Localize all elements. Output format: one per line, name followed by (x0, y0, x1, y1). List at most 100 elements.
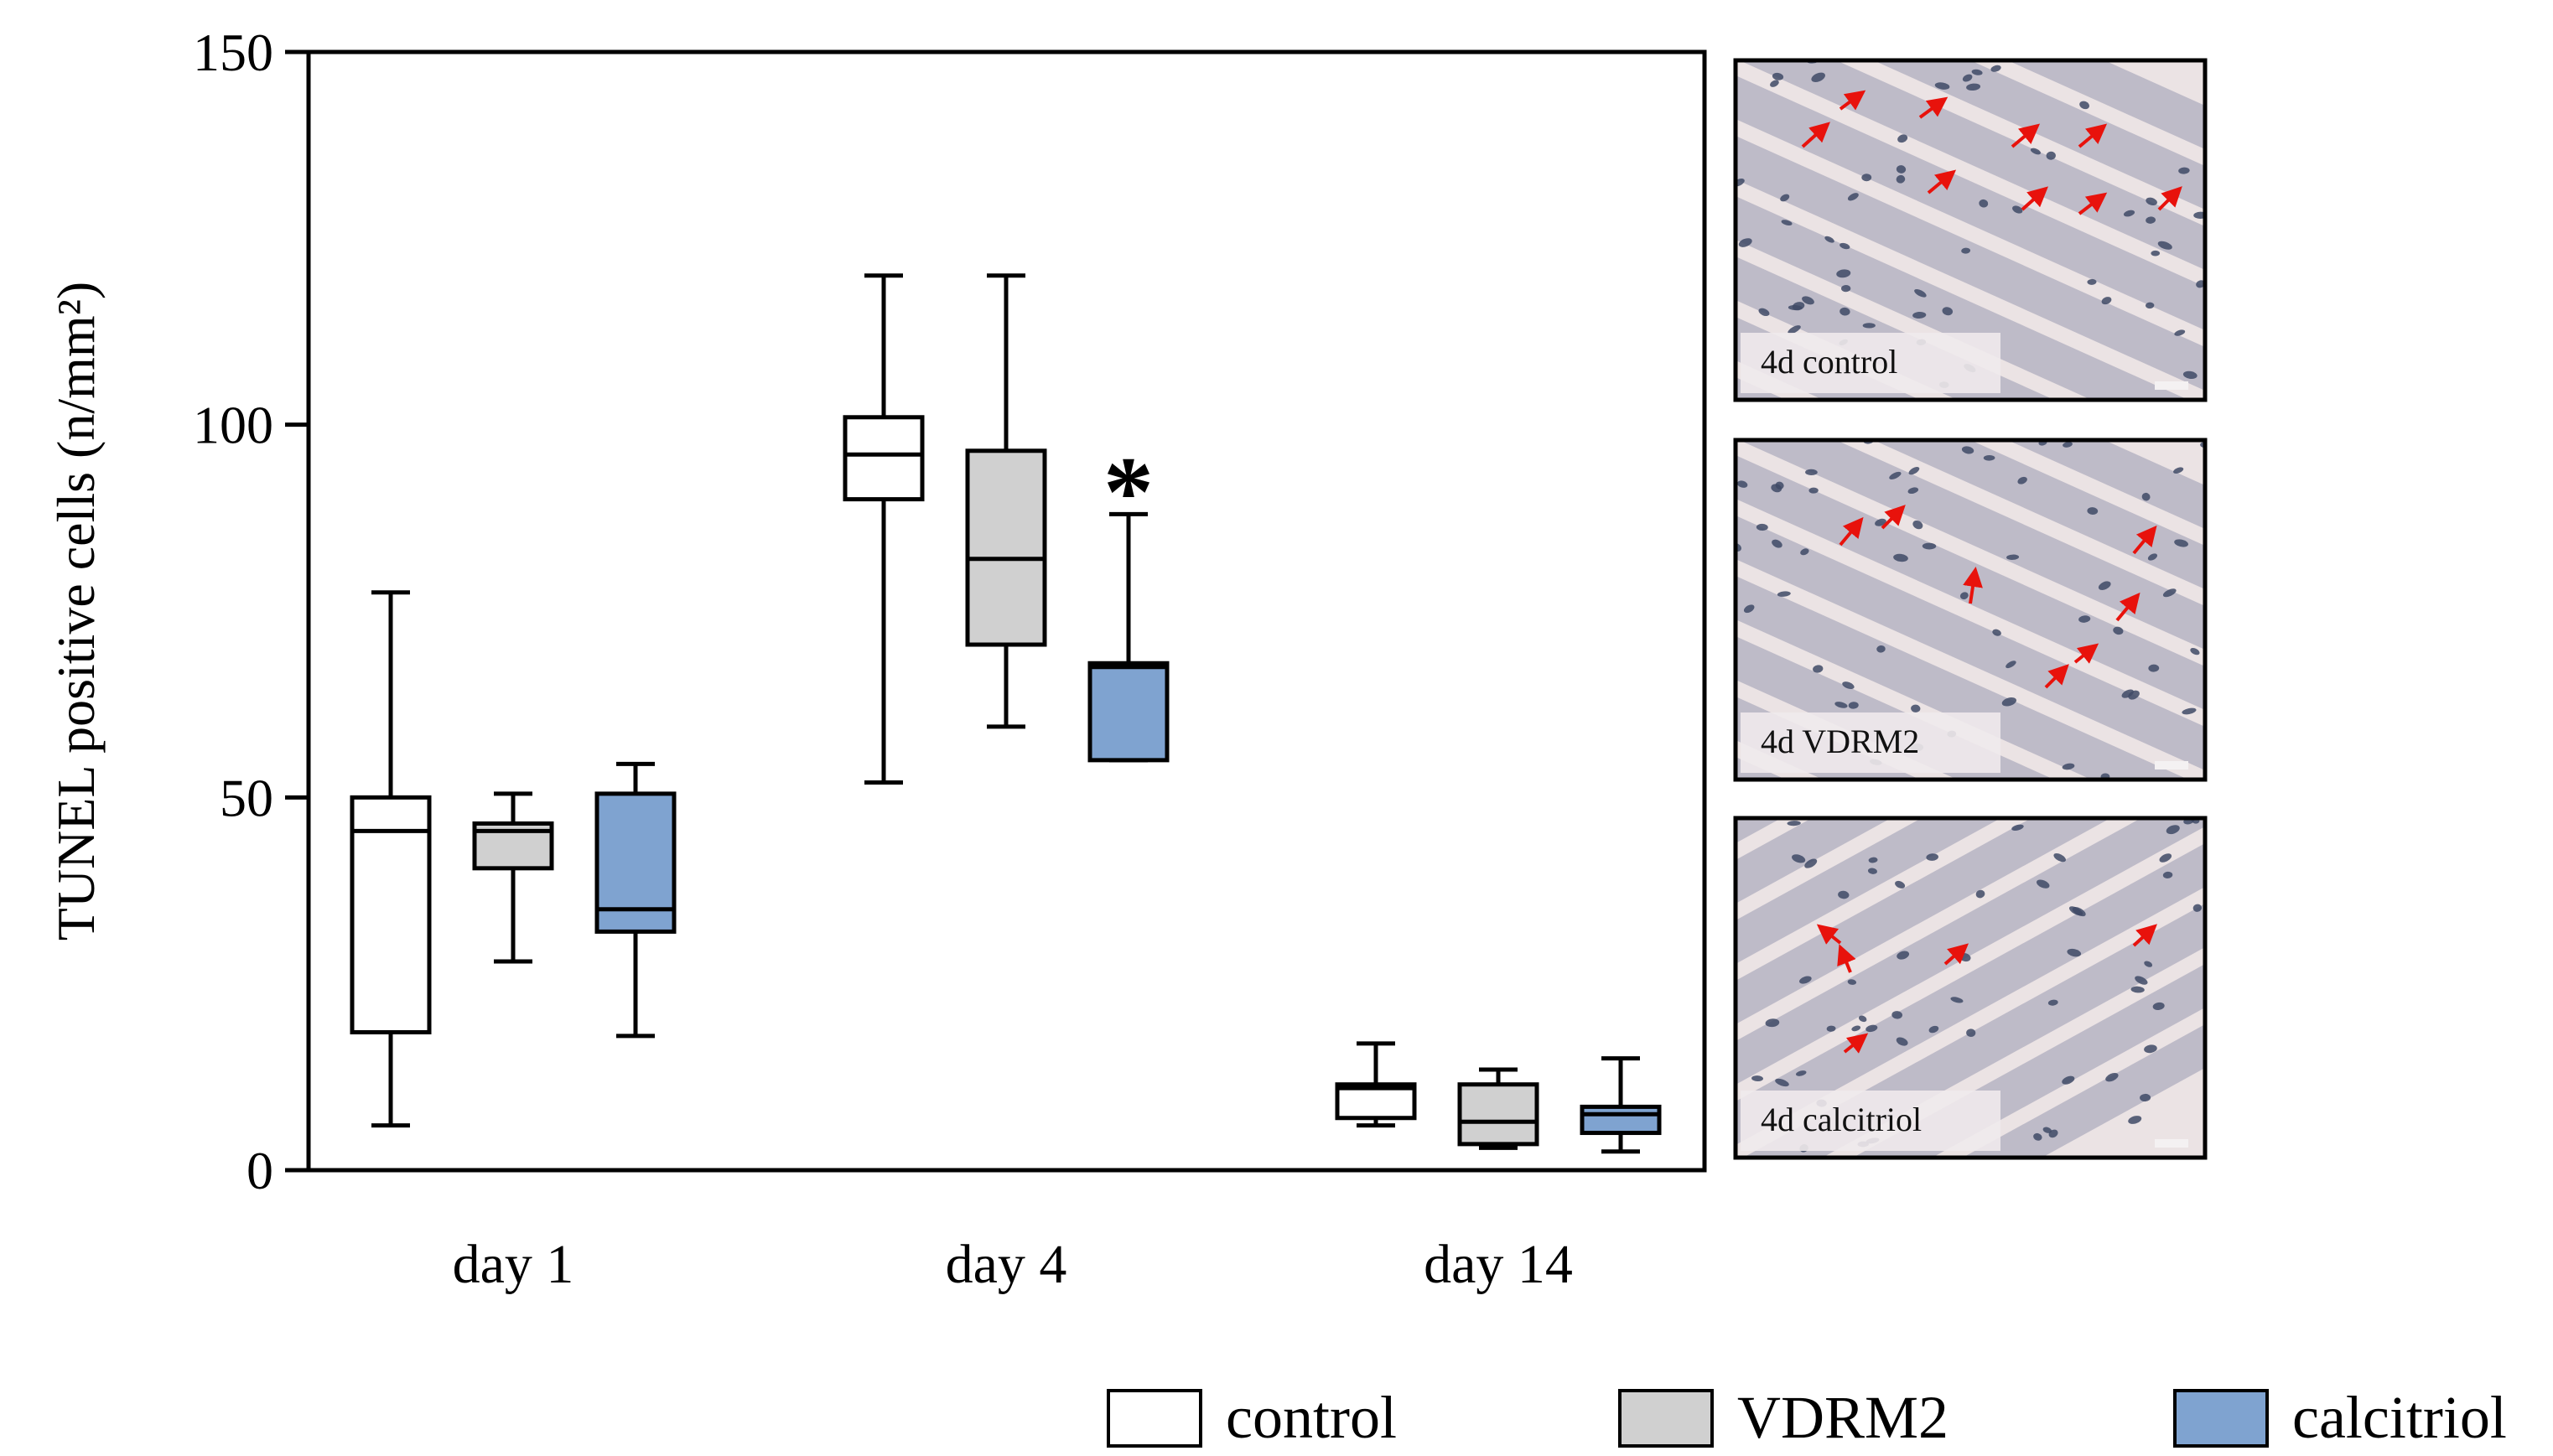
apoptosis-arrow (2021, 186, 2048, 211)
cell-nucleus (2140, 1093, 2151, 1102)
cell-nucleus (2062, 763, 2075, 770)
cell-nucleus (2144, 1044, 2157, 1054)
cell-nucleus (1840, 307, 1850, 316)
cell-nucleus (1868, 857, 1878, 863)
cell-nucleus (2182, 707, 2197, 715)
cell-nucleus (1961, 446, 1974, 454)
cell-nucleus (2098, 581, 2111, 590)
cell-nucleus (2001, 697, 2016, 707)
cell-nucleus (1889, 471, 1902, 479)
cell-nucleus (2162, 871, 2173, 878)
tissue-image: 4d control (1736, 60, 2205, 400)
cell-nucleus (2101, 297, 2112, 305)
cell-nucleus (1847, 979, 1857, 985)
cell-nucleus (1895, 880, 1906, 889)
y-tick-label: 50 (220, 768, 273, 827)
tissue-image: 4d calcitriol (1736, 818, 2205, 1158)
apoptosis-arrow (1801, 122, 1830, 148)
cell-nucleus (2135, 976, 2148, 985)
muscle-fiber (1739, 60, 2205, 270)
apoptosis-arrow (1943, 943, 1969, 966)
cell-nucleus (1926, 853, 1938, 861)
cell-nucleus (2146, 197, 2157, 206)
apoptosis-arrow (1839, 90, 1866, 111)
cell-nucleus (1891, 1011, 1903, 1019)
cell-nucleus (1908, 467, 1920, 475)
cell-nucleus (1787, 821, 1801, 826)
panel-label: 4d calcitriol (1761, 1101, 1922, 1138)
box-plot: 0 50 100 150 day 1 day 4 day 14 TUNEL positiv… (46, 23, 1707, 1295)
iqr-box (965, 448, 1047, 647)
cell-nucleus (2182, 370, 2198, 379)
cell-nucleus (2068, 906, 2083, 916)
y-tick-label: 150 (193, 23, 273, 82)
legend-swatch (1618, 1389, 1714, 1448)
cell-nucleus (1802, 296, 1814, 305)
apoptosis-arrow (2115, 592, 2140, 622)
cell-nucleus (1876, 645, 1886, 653)
muscle-fiber (1873, 60, 2205, 210)
cell-nucleus (1772, 539, 1782, 548)
apoptosis-arrow (2157, 186, 2182, 211)
box-control-day-4 (843, 273, 925, 785)
cell-nucleus (1922, 542, 1937, 550)
muscle-fiber (1736, 75, 2205, 330)
apoptosis-arrow (2078, 192, 2108, 215)
cell-nucleus (1959, 592, 1969, 600)
cell-nucleus (1861, 174, 1872, 182)
muscle-fiber (1736, 843, 2205, 1145)
cell-nucleus (1867, 868, 1877, 874)
cell-nucleus (2192, 904, 2203, 912)
cell-nucleus (2078, 615, 2091, 623)
cell-nucleus (2063, 442, 2073, 448)
scale-bar (2155, 761, 2188, 769)
cell-nucleus (2141, 492, 2151, 501)
legend-swatch (2173, 1389, 2269, 1448)
legend-swatch (1107, 1389, 1202, 1448)
cell-nucleus (1788, 325, 1801, 334)
cell-nucleus (1975, 889, 1985, 899)
legend-item-calcitriol: calcitriol (2173, 1384, 2507, 1451)
scale-bar (2155, 381, 2188, 390)
muscle-fiber (1736, 576, 2188, 780)
apoptosis-arrow (1843, 1033, 1869, 1054)
cell-nucleus (1775, 1078, 1789, 1087)
category-label: day 4 (946, 1234, 1067, 1295)
apoptosis-arrow (2011, 123, 2041, 148)
cell-nucleus (2062, 1075, 2075, 1085)
cell-nucleus (1983, 454, 1995, 461)
cell-nucleus (2173, 467, 2184, 474)
cell-nucleus (1743, 604, 1755, 614)
cell-nucleus (2145, 302, 2155, 309)
cell-nucleus (1841, 285, 1851, 293)
cell-nucleus (1865, 1024, 1878, 1033)
muscle-fiber (1736, 818, 2111, 1024)
cell-nucleus (1979, 199, 1989, 208)
cell-nucleus (2033, 1132, 2042, 1141)
cell-nucleus (1875, 518, 1886, 526)
cell-nucleus (1808, 487, 1819, 494)
cell-nucleus (2146, 216, 2156, 224)
muscle-fiber (1736, 516, 2205, 770)
apoptosis-arrow (2078, 123, 2108, 148)
cell-nucleus (2006, 554, 2020, 560)
cell-nucleus (2042, 1127, 2052, 1133)
cell-nucleus (2166, 825, 2180, 835)
apoptosis-arrow (2073, 643, 2099, 664)
cell-nucleus (2113, 626, 2124, 635)
muscle-fiber (2007, 440, 2205, 529)
iqr-box (350, 795, 432, 1034)
cell-nucleus (2174, 329, 2186, 336)
cell-nucleus (1842, 681, 1855, 690)
cell-nucleus (1805, 469, 1818, 476)
apoptosis-arrow (1927, 169, 1957, 194)
cell-nucleus (2030, 148, 2042, 155)
cell-nucleus (2046, 151, 2056, 160)
panel-label-box (1741, 1091, 2000, 1151)
category-label: day 1 (453, 1234, 574, 1295)
muscle-fiber (1962, 1024, 2205, 1158)
cell-nucleus (2128, 1116, 2142, 1124)
cell-nucleus (1990, 65, 2001, 72)
cell-nucleus (1781, 220, 1793, 226)
panel-label: 4d control (1761, 343, 1897, 381)
